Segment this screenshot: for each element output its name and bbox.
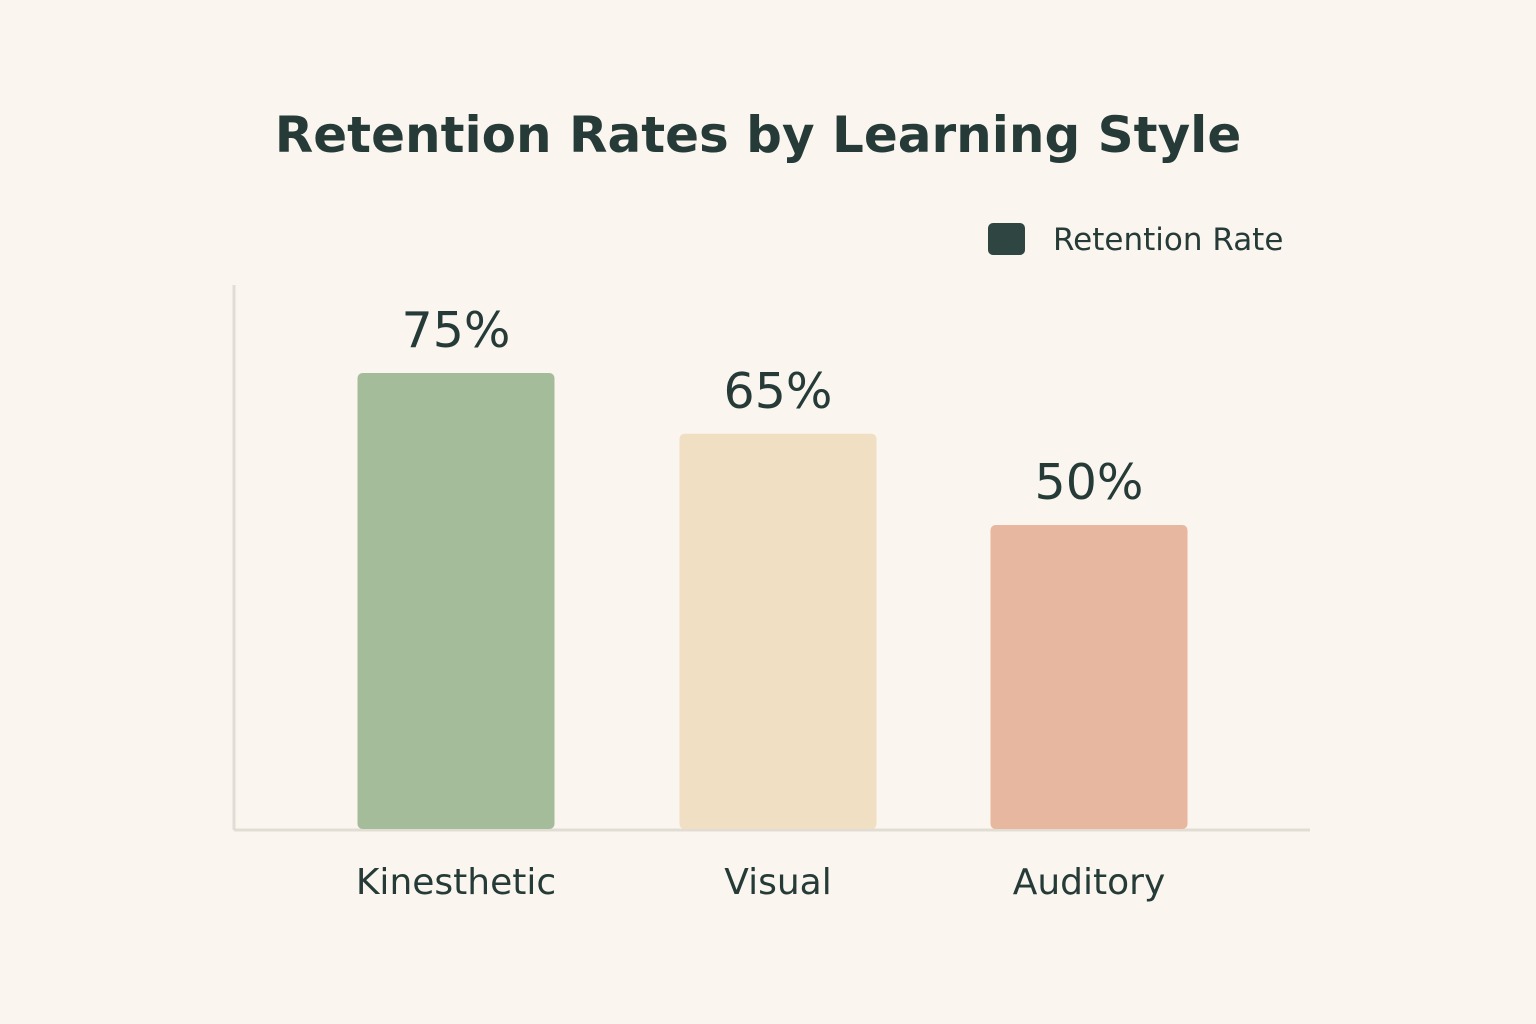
category-labels-group: Kinesthetic Visual Auditory xyxy=(356,862,1165,903)
bar-visual xyxy=(679,433,877,829)
legend: Retention Rate xyxy=(988,222,1283,258)
bar-kinesthetic xyxy=(357,373,555,829)
value-label-visual: 65% xyxy=(724,363,833,420)
legend-label: Retention Rate xyxy=(1053,222,1283,258)
category-label-auditory: Auditory xyxy=(1013,862,1166,903)
bars-group xyxy=(357,373,1188,829)
value-label-kinesthetic: 75% xyxy=(402,302,511,359)
legend-swatch xyxy=(988,223,1025,255)
category-label-visual: Visual xyxy=(724,862,831,903)
category-label-kinesthetic: Kinesthetic xyxy=(356,862,556,903)
plot-area: 75% 65% 50% Kinesthetic Visual Auditory xyxy=(232,285,1310,903)
value-labels-group: 75% 65% 50% xyxy=(402,302,1144,511)
bar-auditory xyxy=(990,525,1188,829)
chart-title: Retention Rates by Learning Style xyxy=(275,106,1241,164)
value-label-auditory: 50% xyxy=(1035,454,1144,511)
